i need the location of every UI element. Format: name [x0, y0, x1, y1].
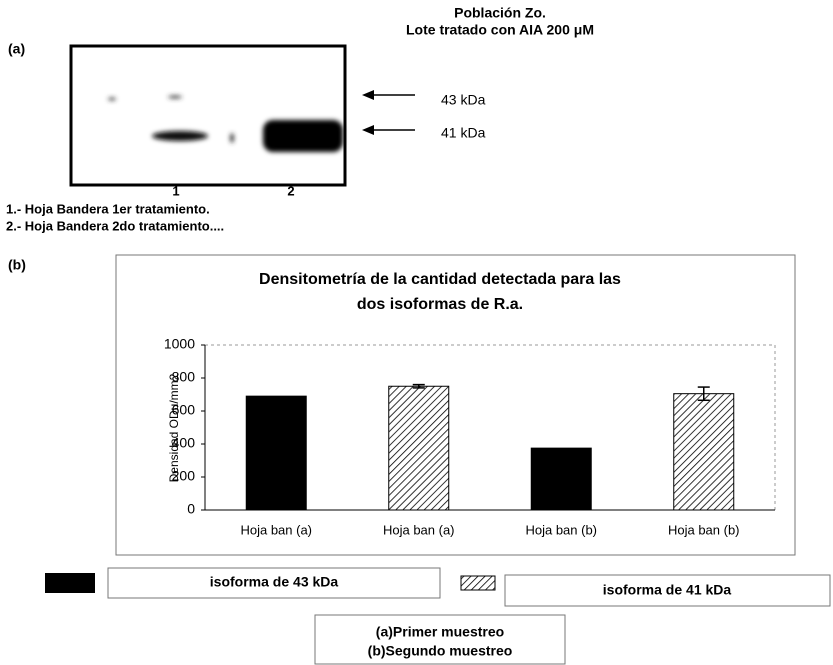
x-tick-label: Hoja ban (a): [383, 522, 455, 537]
y-tick-label: 1000: [164, 336, 195, 352]
y-tick-label: 600: [172, 402, 196, 418]
y-axis-label: Densidad ODu/mm2: [167, 373, 181, 482]
legend-label: isoforma de 43 kDa: [210, 574, 339, 590]
arrow-head: [362, 90, 374, 100]
legend-note: (a)Primer muestreo: [376, 624, 504, 640]
legend-swatch: [461, 576, 495, 590]
legend-label: isoforma de 41 kDa: [603, 582, 732, 598]
bar: [246, 396, 306, 510]
y-tick-label: 800: [172, 369, 196, 385]
x-tick-label: Hoja ban (a): [240, 522, 312, 537]
header-subtitle: Lote tratado con AIA 200 μM: [406, 22, 594, 38]
note: 2.- Hoja Bandera 2do tratamiento....: [6, 218, 224, 233]
x-tick-label: Hoja ban (b): [668, 522, 740, 537]
y-tick-label: 400: [172, 435, 196, 451]
chart-title: dos isoformas de R.a.: [357, 296, 523, 313]
chart-title: Densitometría de la cantidad detectada p…: [259, 271, 621, 288]
page: {"header": {"title": "Población Zo.", "s…: [0, 0, 833, 665]
y-tick-label: 0: [187, 501, 195, 517]
note: 1.- Hoja Bandera 1er tratamiento.: [6, 201, 210, 216]
blot-frame: [71, 46, 345, 185]
lane-label: 2: [287, 183, 294, 198]
panel-label: (a): [8, 41, 25, 57]
bar: [531, 448, 591, 510]
header-title: Población Zo.: [454, 5, 546, 21]
y-tick-label: 200: [172, 468, 196, 484]
lane-label: 1: [172, 183, 179, 198]
bar: [389, 386, 449, 510]
x-tick-label: Hoja ban (b): [525, 522, 597, 537]
legend-swatch: [45, 573, 95, 593]
band-label: 43 kDa: [441, 92, 486, 108]
legend-note: (b)Segundo muestreo: [368, 643, 513, 659]
bar: [674, 394, 734, 510]
band-label: 41 kDa: [441, 125, 486, 141]
panel-label: (b): [8, 257, 26, 273]
figure: Población Zo. Lote tratado con AIA 200 μ…: [0, 0, 833, 665]
arrow-head: [362, 125, 374, 135]
